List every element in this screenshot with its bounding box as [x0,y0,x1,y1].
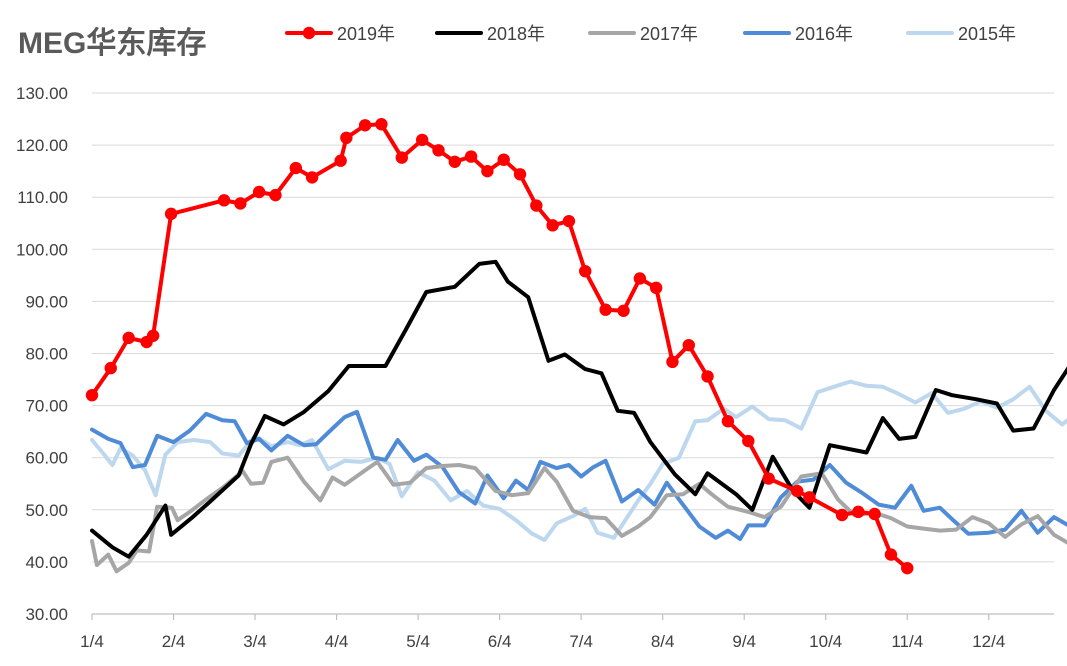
data-point [721,415,735,428]
y-tick-label: 70.00 [25,397,68,416]
x-tick-label: 10/4 [809,632,842,651]
data-point [464,150,478,163]
x-axis-ticks: 1/4 2/4 3/4 4/4 5/4 6/4 7/4 8/4 9/4 10/4 11/4 12/4 [80,614,1005,651]
legend-item: 2015年 [906,24,1016,44]
x-tick-label: 12/4 [972,632,1005,651]
data-point [852,505,865,519]
x-tick-label: 1/4 [80,632,104,651]
data-point [395,151,408,164]
data-point [546,219,559,232]
data-point [599,303,612,316]
x-tick-label: 6/4 [488,632,512,651]
data-point [562,214,576,228]
series-line-2018年 [90,259,1067,559]
y-tick-label: 110.00 [17,188,68,207]
legend-label: 2019年 [337,24,395,44]
data-point [252,185,266,199]
data-point [649,281,663,295]
x-tick-label: 11/4 [891,632,923,651]
x-tick-label: 4/4 [325,632,349,651]
legend-item: 2019年 [285,24,395,44]
x-tick-label: 2/4 [162,632,186,651]
data-point [305,171,319,184]
data-point [617,304,630,317]
data-point [633,272,647,285]
data-point [415,133,429,147]
x-tick-label: 5/4 [406,632,430,651]
y-tick-label: 40.00 [25,553,68,572]
data-point [666,355,679,369]
data-point [146,329,160,342]
data-point [884,548,898,561]
x-tick-label: 7/4 [569,632,593,651]
chart-title: MEG华东库存 [18,26,206,60]
series-group [85,118,1067,575]
data-point [481,164,494,178]
legend-marker [302,26,316,40]
data-point [85,388,99,402]
data-point [375,118,388,131]
data-point [217,194,231,207]
data-point [579,264,592,278]
y-tick-label: 30.00 [25,605,68,624]
x-tick-label: 3/4 [243,632,267,651]
legend-item: 2017年 [588,24,698,44]
legend-label: 2018年 [487,24,545,44]
legend-item: 2016年 [743,24,853,44]
data-point [513,168,527,181]
data-point [340,131,353,145]
data-point [289,161,303,175]
y-tick-label: 130.00 [16,84,68,103]
data-point [122,331,135,345]
series-line-2017年 [90,455,1067,574]
legend-label: 2015年 [958,24,1016,44]
x-tick-label: 9/4 [732,632,756,651]
data-point [269,188,282,202]
series-line-2015年 [90,379,1067,542]
data-point [358,119,372,132]
data-point [701,370,714,383]
data-point [448,155,461,168]
data-point [742,434,755,448]
data-point [530,199,543,212]
data-point [790,484,804,498]
data-point [868,507,881,521]
y-axis-ticks: 30.00 40.00 50.00 60.00 70.00 80.00 90.00 100.0… [16,84,68,624]
data-point [835,508,849,522]
data-point [432,144,445,157]
y-tick-label: 80.00 [25,345,68,364]
data-point [762,472,775,485]
y-tick-label: 120.00 [16,136,68,155]
data-point [234,197,247,210]
y-tick-label: 60.00 [25,449,68,468]
data-point [901,561,914,575]
legend-label: 2017年 [640,24,698,44]
gridlines [92,92,1054,563]
x-tick-label: 8/4 [651,632,675,651]
data-point [803,491,816,504]
data-point [497,153,510,166]
series-line-2016年 [90,409,1067,541]
legend: 2019年 2018年 2017年 2016年 2015年 [285,24,1016,44]
y-tick-label: 90.00 [25,292,68,311]
y-tick-label: 50.00 [25,501,68,520]
data-point [682,338,695,352]
legend-item: 2018年 [435,24,545,44]
y-tick-label: 100.00 [16,240,68,259]
data-point [334,154,347,167]
data-point [164,207,178,221]
legend-label: 2016年 [795,24,853,44]
data-point [104,361,117,375]
